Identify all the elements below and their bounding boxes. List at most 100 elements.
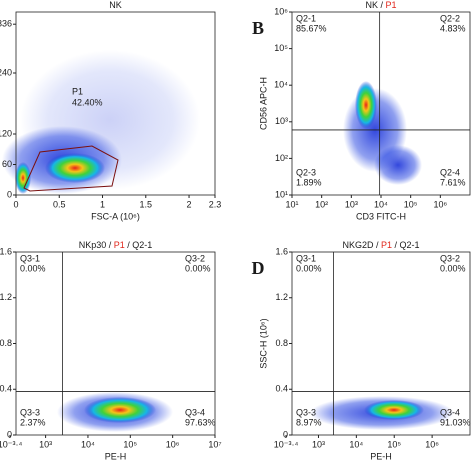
y-tick-label: 1.2 <box>275 292 288 302</box>
quadrant-name: Q2-4 <box>440 167 460 177</box>
title-part: / <box>106 240 114 250</box>
x-tick-label: 10¹ <box>285 199 298 209</box>
x-tick-label: 1.5 <box>140 199 153 209</box>
title-part: / <box>373 240 381 250</box>
x-tick-label: 10⁵ <box>123 439 137 449</box>
x-axis-label: PE-H <box>105 451 127 461</box>
quadrant-name: Q3-1 <box>20 253 40 263</box>
density-core <box>45 153 105 183</box>
quadrant-name: Q3-2 <box>440 253 460 263</box>
y-tick-label: 240 <box>0 67 12 77</box>
x-tick-label: 10⁴ <box>374 199 388 209</box>
x-tick-label: 0.5 <box>53 199 66 209</box>
x-tick-label: 2 <box>187 199 192 209</box>
density-core <box>15 162 31 194</box>
quadrant-name: Q3-4 <box>185 407 205 417</box>
x-tick-label: 10⁶ <box>166 439 180 449</box>
quadrant-percent: 85.67% <box>296 23 327 33</box>
density-clouds <box>2 50 454 432</box>
panel-letter: D <box>252 258 265 278</box>
panel-title: NKG2D / P1 / Q2-1 <box>342 240 419 250</box>
y-tick-label: 1.2 <box>0 292 12 302</box>
x-tick-label: 10⁵ <box>404 199 418 209</box>
gate-name: P1 <box>72 86 83 96</box>
y-tick-label: 120 <box>0 128 12 138</box>
x-tick-label: 10⁶ <box>433 199 447 209</box>
x-tick-label: 10⁻³·⁴ <box>0 439 22 449</box>
gate-p1 <box>23 145 119 192</box>
x-tick-label: 10³ <box>345 199 358 209</box>
x-tick-label: 10⁷ <box>208 439 221 449</box>
x-tick-label: 10² <box>315 199 328 209</box>
title-part: P1 <box>114 240 125 250</box>
x-tick-label: 10⁻³·⁴ <box>274 439 299 449</box>
panel-title: NK <box>109 0 122 10</box>
quadrant-percent: 0.00% <box>20 263 46 273</box>
panel-title: NKp30 / P1 / Q2-1 <box>79 240 153 250</box>
x-tick-label: 10⁴ <box>349 439 363 449</box>
quadrant-percent: 0.00% <box>185 263 211 273</box>
x-tick-label: 10⁵ <box>387 439 401 449</box>
plot-frame <box>15 11 216 196</box>
quadrant-name: Q3-3 <box>20 407 40 417</box>
y-tick-label: 10⁵ <box>274 43 288 53</box>
y-tick-label: 336 <box>0 19 12 29</box>
density-core <box>84 397 156 423</box>
y-tick-label: 1.6 <box>275 246 288 256</box>
y-tick-label: 10⁶ <box>274 6 288 16</box>
x-axis-label: PE-H <box>370 451 392 461</box>
quadrant-percent: 0.00% <box>440 263 466 273</box>
y-tick-label: 0.4 <box>275 384 288 394</box>
title-part: NKG2D <box>342 240 374 250</box>
x-tick-label: 1 <box>100 199 105 209</box>
x-tick-label: 2.3 <box>209 199 222 209</box>
quadrant-name: Q2-2 <box>440 13 460 23</box>
x-tick-label: 10³ <box>39 439 52 449</box>
title-part: / Q2-1 <box>125 240 153 250</box>
quadrant-name: Q2-3 <box>296 167 316 177</box>
quadrant-name: Q3-1 <box>296 253 316 263</box>
y-tick-label: 0.8 <box>275 338 288 348</box>
quadrant-percent: 7.61% <box>440 177 466 187</box>
x-axis-label: CD3 FITC-H <box>356 211 406 221</box>
y-tick-label: 10⁴ <box>274 80 288 90</box>
quadrant-name: Q3-2 <box>185 253 205 263</box>
y-tick-label: 10² <box>275 153 288 163</box>
x-tick-label: 10⁶ <box>425 439 439 449</box>
y-tick-label: 1.6 <box>0 246 12 256</box>
density-cloud <box>374 145 422 185</box>
title-part: NKp30 <box>79 240 107 250</box>
quadrant-percent: 91.03% <box>440 417 471 427</box>
panel-letter: B <box>252 18 264 38</box>
x-tick-label: 10⁴ <box>81 439 95 449</box>
quadrant-name: Q2-1 <box>296 13 316 23</box>
title-part: P1 <box>381 240 392 250</box>
y-tick-label: 0.4 <box>0 384 12 394</box>
quadrant-percent: 2.37% <box>20 417 46 427</box>
y-tick-label: 10³ <box>275 116 288 126</box>
quadrant-percent: 4.83% <box>440 23 466 33</box>
title-part: NK <box>365 0 378 10</box>
x-axis-label: FSC-A (10⁶) <box>91 211 140 221</box>
y-axis-label: SSC-H (10⁶) <box>258 318 268 368</box>
quadrant-percent: 97.63% <box>185 417 216 427</box>
x-tick-label: 0 <box>13 199 18 209</box>
y-tick-label: 0 <box>283 429 288 439</box>
x-tick-label: 10³ <box>312 439 325 449</box>
y-tick-label: 0 <box>7 189 12 199</box>
y-axis-label: CD56 APC-H <box>258 77 268 130</box>
quadrant-name: Q3-3 <box>296 407 316 417</box>
density-core <box>364 400 424 420</box>
quadrant-percent: 1.89% <box>296 177 322 187</box>
quadrant-name: Q3-4 <box>440 407 460 417</box>
title-part: NK <box>109 0 122 10</box>
quadrant-percent: 8.97% <box>296 417 322 427</box>
quadrant-percent: 0.00% <box>296 263 322 273</box>
panel-title: NK / P1 <box>365 0 396 10</box>
density-core <box>355 81 377 129</box>
y-tick-label: 0.8 <box>0 338 12 348</box>
title-part: P1 <box>386 0 397 10</box>
y-tick-label: 60 <box>2 159 12 169</box>
title-part: / <box>378 0 386 10</box>
